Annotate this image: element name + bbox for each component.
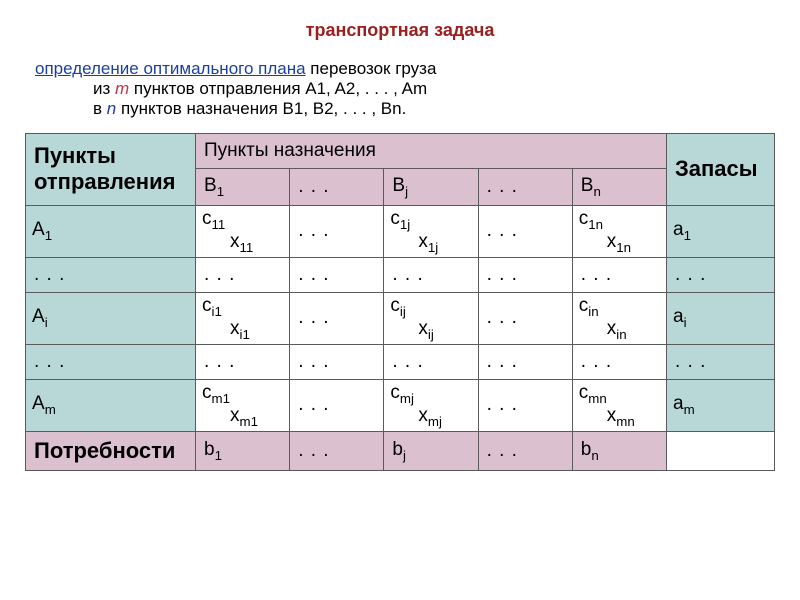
demand-ellipsis: . . .: [290, 431, 384, 470]
cell-ellipsis: . . .: [572, 344, 666, 379]
cell-ellipsis: . . .: [478, 205, 572, 257]
cell-ellipsis: . . .: [290, 379, 384, 431]
supply-ai: ai: [667, 292, 775, 344]
cell-a1-bn: c1nx1n: [572, 205, 666, 257]
col-bj: Bj: [384, 169, 478, 206]
cell-ellipsis: . . .: [384, 344, 478, 379]
row-a1-label: A1: [26, 205, 196, 257]
desc-line-2: из m пунктов отправления A1, A2, . . . ,…: [93, 79, 427, 98]
cell-a1-b1: c11x11: [196, 205, 290, 257]
em-m: m: [115, 79, 129, 98]
supply-ellipsis: . . .: [667, 344, 775, 379]
supply-ellipsis: . . .: [667, 257, 775, 292]
row-am-label: Am: [26, 379, 196, 431]
cell-ellipsis: . . .: [384, 257, 478, 292]
cell-ellipsis: . . .: [290, 257, 384, 292]
cell-ai-bn: cinxin: [572, 292, 666, 344]
cell-ai-bj: cijxij: [384, 292, 478, 344]
corner-empty: [667, 431, 775, 470]
cell-am-bj: cmjxmj: [384, 379, 478, 431]
em-n: n: [107, 99, 116, 118]
desc-text-1: перевозок груза: [306, 59, 437, 78]
row-ai-label: Ai: [26, 292, 196, 344]
cell-a1-bj: c1jx1j: [384, 205, 478, 257]
cell-ellipsis: . . .: [290, 205, 384, 257]
cell-ellipsis: . . .: [290, 292, 384, 344]
page-title: транспортная задача: [25, 20, 775, 41]
col-bn: Bn: [572, 169, 666, 206]
cell-ellipsis: . . .: [478, 344, 572, 379]
header-supply: Запасы: [667, 134, 775, 206]
demand-ellipsis: . . .: [478, 431, 572, 470]
col-ellipsis-2: . . .: [478, 169, 572, 206]
demand-bn: bn: [572, 431, 666, 470]
supply-am: am: [667, 379, 775, 431]
cell-ellipsis: . . .: [290, 344, 384, 379]
transport-table: Пункты отправления Пункты назначения Зап…: [25, 133, 775, 471]
cell-am-bn: cmnxmn: [572, 379, 666, 431]
supply-a1: a1: [667, 205, 775, 257]
header-origin: Пункты отправления: [26, 134, 196, 206]
desc-line-3: в n пунктов назначения B1, B2, . . . , B…: [93, 99, 406, 118]
cell-ellipsis: . . .: [478, 257, 572, 292]
cell-ellipsis: . . .: [196, 257, 290, 292]
description: определение оптимального плана перевозок…: [35, 59, 775, 119]
demand-bj: bj: [384, 431, 478, 470]
link-optimal-plan[interactable]: определение оптимального плана: [35, 59, 306, 78]
cell-ai-b1: ci1xi1: [196, 292, 290, 344]
header-demand: Потребности: [26, 431, 196, 470]
col-ellipsis-1: . . .: [290, 169, 384, 206]
demand-b1: b1: [196, 431, 290, 470]
row-ellipsis: . . .: [26, 257, 196, 292]
col-b1: B1: [196, 169, 290, 206]
row-ellipsis: . . .: [26, 344, 196, 379]
cell-ellipsis: . . .: [196, 344, 290, 379]
header-dest: Пункты назначения: [196, 134, 667, 169]
cell-ellipsis: . . .: [572, 257, 666, 292]
cell-ellipsis: . . .: [478, 379, 572, 431]
cell-am-b1: cm1xm1: [196, 379, 290, 431]
cell-ellipsis: . . .: [478, 292, 572, 344]
